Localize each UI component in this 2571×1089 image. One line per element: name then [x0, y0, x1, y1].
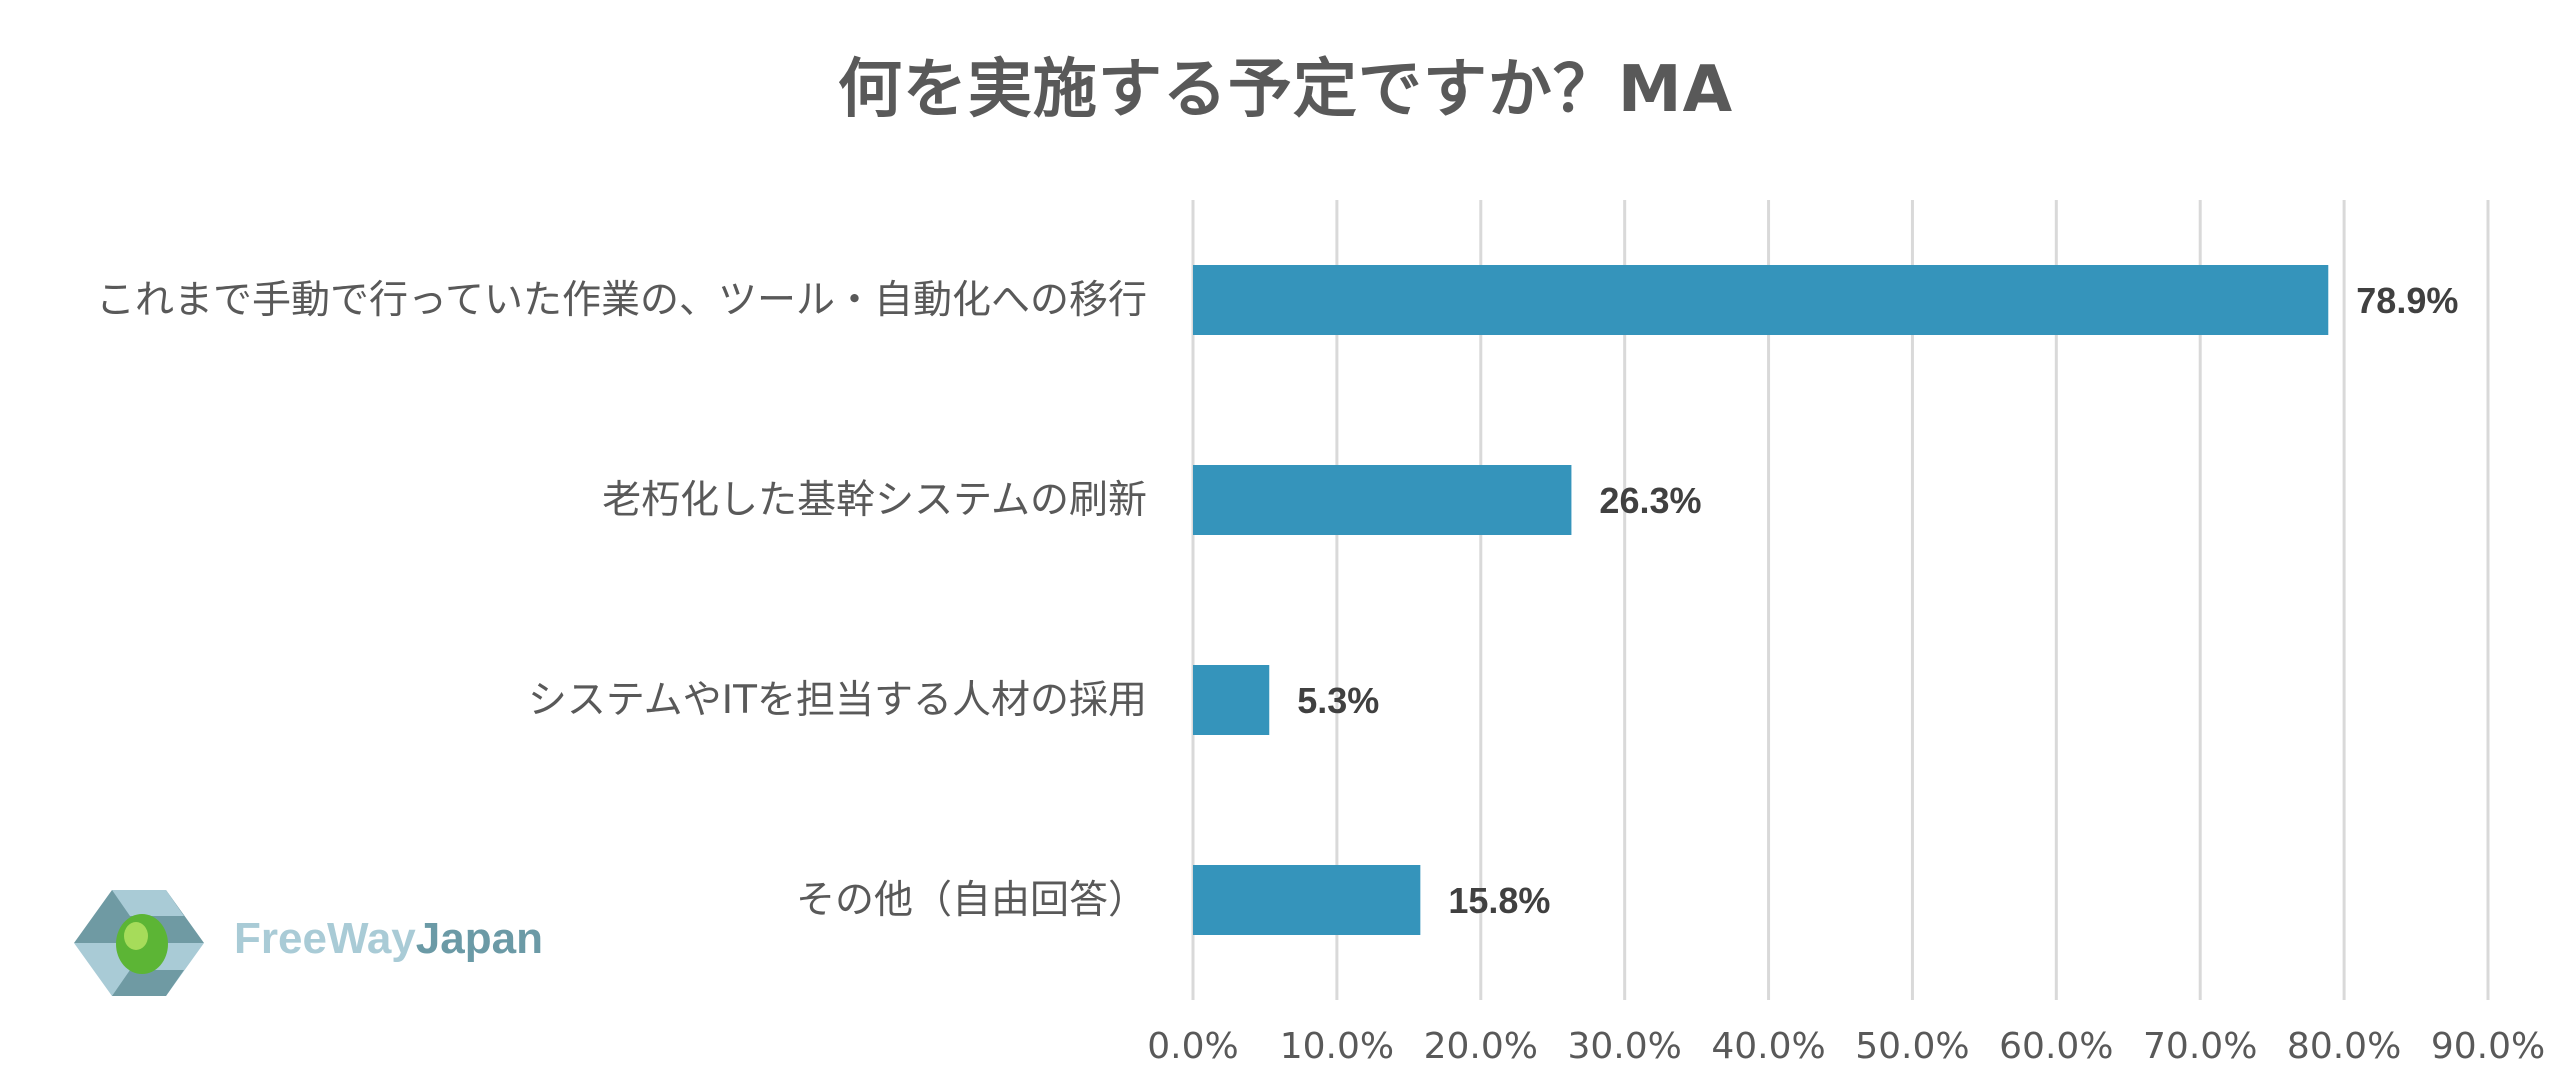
- category-label: これまで手動で行っていた作業の、ツール・自動化への移行: [96, 278, 1147, 323]
- category-label: その他（自由回答）: [796, 878, 1147, 923]
- data-label: 78.9%: [2356, 280, 2458, 321]
- x-tick-label: 10.0%: [1280, 1026, 1394, 1067]
- data-label: 5.3%: [1297, 680, 1379, 721]
- x-tick-label: 50.0%: [1855, 1026, 1969, 1067]
- labels: 0.0% 10.0% 20.0% 30.0% 40.0% 50.0% 60.0% 70.0% 8…: [96, 278, 2545, 1067]
- x-tick-label: 20.0%: [1424, 1026, 1538, 1067]
- bar: [1193, 265, 2329, 335]
- bar: [1193, 865, 1421, 935]
- freewayjapan-logo: FreeWayJapan: [74, 888, 554, 1008]
- logo-mark-icon: [74, 890, 204, 996]
- category-label: システムやITを担当する人材の採用: [528, 678, 1147, 723]
- category-label: 老朽化した基幹システムの刷新: [602, 478, 1147, 523]
- data-label: 15.8%: [1448, 880, 1550, 921]
- x-tick-label: 90.0%: [2431, 1026, 2545, 1067]
- x-tick-label: 60.0%: [1999, 1026, 2113, 1067]
- x-tick-label: 80.0%: [2287, 1026, 2401, 1067]
- logo-text-freeway: FreeWay: [234, 914, 416, 963]
- x-tick-label: 40.0%: [1711, 1026, 1825, 1067]
- data-label: 26.3%: [1599, 480, 1701, 521]
- x-tick-label: 30.0%: [1567, 1026, 1681, 1067]
- bar: [1193, 665, 1270, 735]
- bars: [1193, 265, 2329, 935]
- bar: [1193, 465, 1572, 535]
- chart-title: 何を実施する予定ですか？MA: [837, 53, 1734, 127]
- logo-text: FreeWayJapan: [234, 914, 543, 964]
- logo-text-japan: Japan: [415, 914, 543, 963]
- x-tick-label: 70.0%: [2143, 1026, 2257, 1067]
- x-tick-label: 0.0%: [1147, 1026, 1238, 1067]
